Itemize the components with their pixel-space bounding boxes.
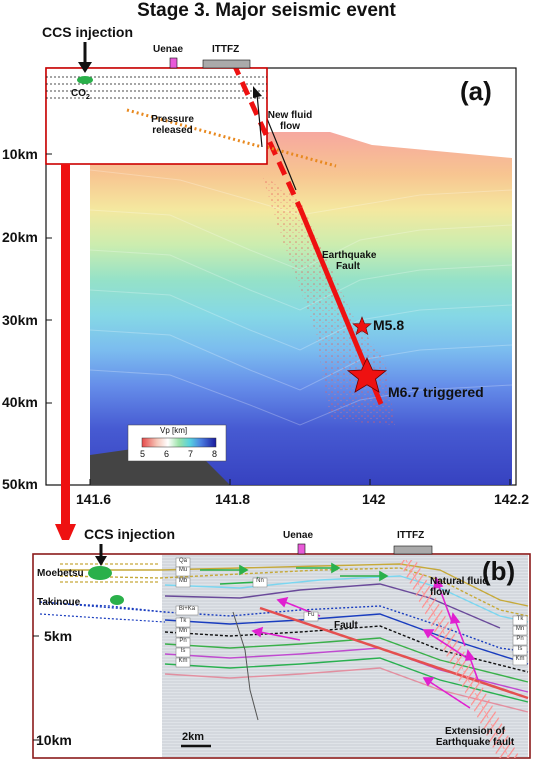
x-tick-1416: 141.6 — [76, 491, 112, 507]
x-tick-142: 142 — [362, 491, 386, 507]
unit-km-l: Km — [178, 658, 188, 664]
velocity-model — [90, 132, 512, 485]
unit-km-r: Km — [515, 656, 525, 662]
unit-fu: Fu — [307, 612, 315, 618]
unit-is-l: Is — [180, 648, 186, 654]
unit-pn-r: Pn — [516, 636, 524, 642]
co2-ellipse — [77, 76, 93, 84]
natural-flow-label: Natural fluid flow — [430, 576, 489, 598]
co2-label: CO2 — [71, 88, 90, 101]
panel-b-graphic — [32, 543, 531, 759]
colorbar — [141, 437, 217, 448]
ccs-label-a: CCS injection — [42, 24, 134, 40]
moebetsu-label: Moebetsu — [37, 568, 84, 579]
m58-star — [352, 316, 372, 336]
scale-label: 2km — [182, 731, 205, 743]
uenae-marker — [169, 57, 178, 69]
ittfz-label-a: ITTFZ — [212, 44, 240, 55]
unit-mn-r: Mn — [515, 626, 525, 632]
cb-tick-8: 8 — [212, 449, 218, 459]
m58-label: M5.8 — [373, 317, 405, 333]
colorbar-title: Vp [km] — [160, 426, 188, 435]
fault-label-a: Earthquake Fault — [322, 250, 377, 272]
cb-tick-6: 6 — [164, 449, 170, 459]
unit-pn-l: Pn — [179, 638, 187, 644]
extension-label: Extension of Earthquake fault — [435, 726, 515, 748]
y-tick-40: 40km — [2, 394, 38, 410]
unit-mn-l: Mn — [178, 628, 188, 634]
cb-tick-7: 7 — [188, 449, 194, 459]
uenae-label-a: Uenae — [153, 44, 184, 55]
hatched-zone — [398, 560, 520, 758]
takinoue-label: Takinoue — [37, 597, 81, 608]
cb-tick-5: 5 — [140, 449, 146, 459]
ittfz-label-b: ITTFZ — [397, 530, 425, 541]
unit-tk-r: Tk — [516, 616, 524, 622]
y-tick-10: 10km — [2, 146, 38, 162]
big-arrow-shaft — [61, 164, 70, 524]
panel-a-graphic — [45, 42, 517, 540]
moebetsu-reservoir — [88, 566, 112, 580]
big-arrow-head — [55, 524, 76, 540]
x-tick-1418: 141.8 — [215, 491, 251, 507]
uenae-label-b: Uenae — [283, 530, 314, 541]
unit-qa: Qa — [178, 558, 187, 564]
unit-is-r: Is — [517, 646, 523, 652]
ittfz-marker — [202, 59, 251, 69]
x-tick-1422: 142.2 — [494, 491, 530, 507]
pressure-label: Pressure released — [151, 114, 194, 136]
y-tick-50: 50km — [2, 476, 38, 492]
figure-title: Stage 3. Major seismic event — [137, 0, 396, 21]
unit-nn: Nn — [256, 578, 264, 584]
unit-mu: Mu — [178, 567, 188, 573]
takinoue-reservoir — [110, 595, 124, 605]
y-tick-b-10: 10km — [36, 732, 72, 748]
panel-a-label: (a) — [460, 76, 492, 106]
panel-b-label: (b) — [482, 556, 516, 586]
unit-tk-l: Tk — [179, 618, 187, 624]
y-tick-30: 30km — [2, 312, 38, 328]
new-fluid-label: New fluid flow — [267, 110, 313, 132]
ccs-arrow-head — [78, 62, 92, 73]
ccs-label-b: CCS injection — [84, 526, 176, 542]
m67-star — [346, 357, 388, 393]
fault-label-b: Fault — [334, 620, 358, 631]
y-tick-b-5: 5km — [44, 628, 73, 644]
fault-line-b — [259, 606, 529, 700]
y-tick-20: 20km — [2, 229, 38, 245]
m67-label: M6.7 triggered — [388, 384, 484, 400]
unit-bika: Bi+Ka — [178, 606, 196, 612]
unit-mb: Mb — [178, 578, 188, 584]
